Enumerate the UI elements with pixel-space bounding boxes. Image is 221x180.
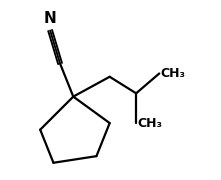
Text: CH₃: CH₃ <box>137 117 162 130</box>
Text: CH₃: CH₃ <box>160 67 185 80</box>
Text: N: N <box>44 11 57 26</box>
